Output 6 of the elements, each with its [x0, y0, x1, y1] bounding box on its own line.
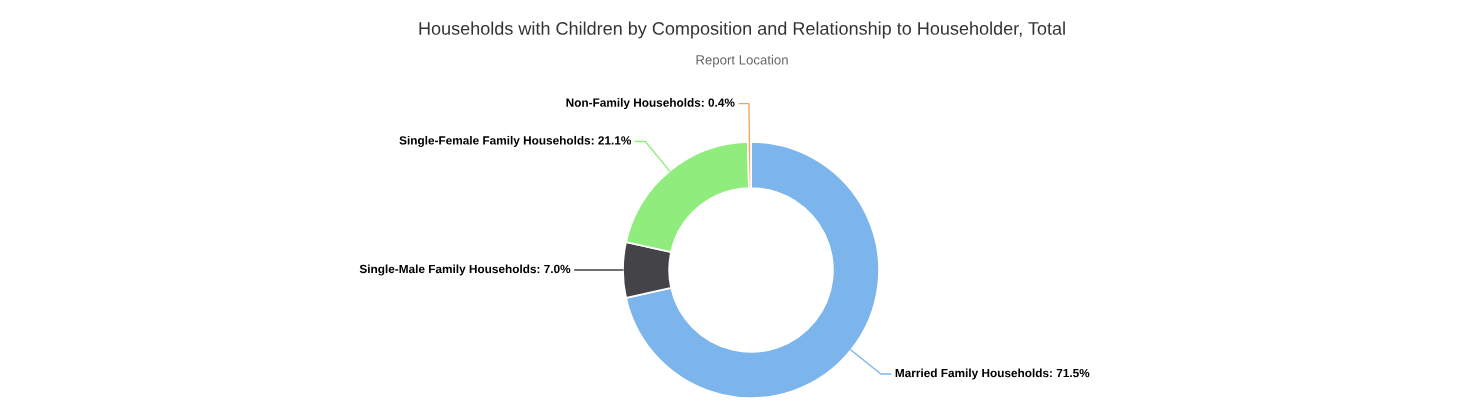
- chart-title: Households with Children by Composition and Relationship to Householder, Total: [419, 21, 1065, 39]
- slice-label: Married Family Households: 71.5%: [895, 368, 1090, 380]
- slice-label: Single-Male Family Households: 7.0%: [359, 264, 571, 276]
- slice-label: Non-Family Households: 0.4%: [566, 98, 735, 110]
- slice-label: Single-Female Family Households: 21.1%: [399, 135, 632, 147]
- chart-subtitle: Report Location: [696, 54, 788, 68]
